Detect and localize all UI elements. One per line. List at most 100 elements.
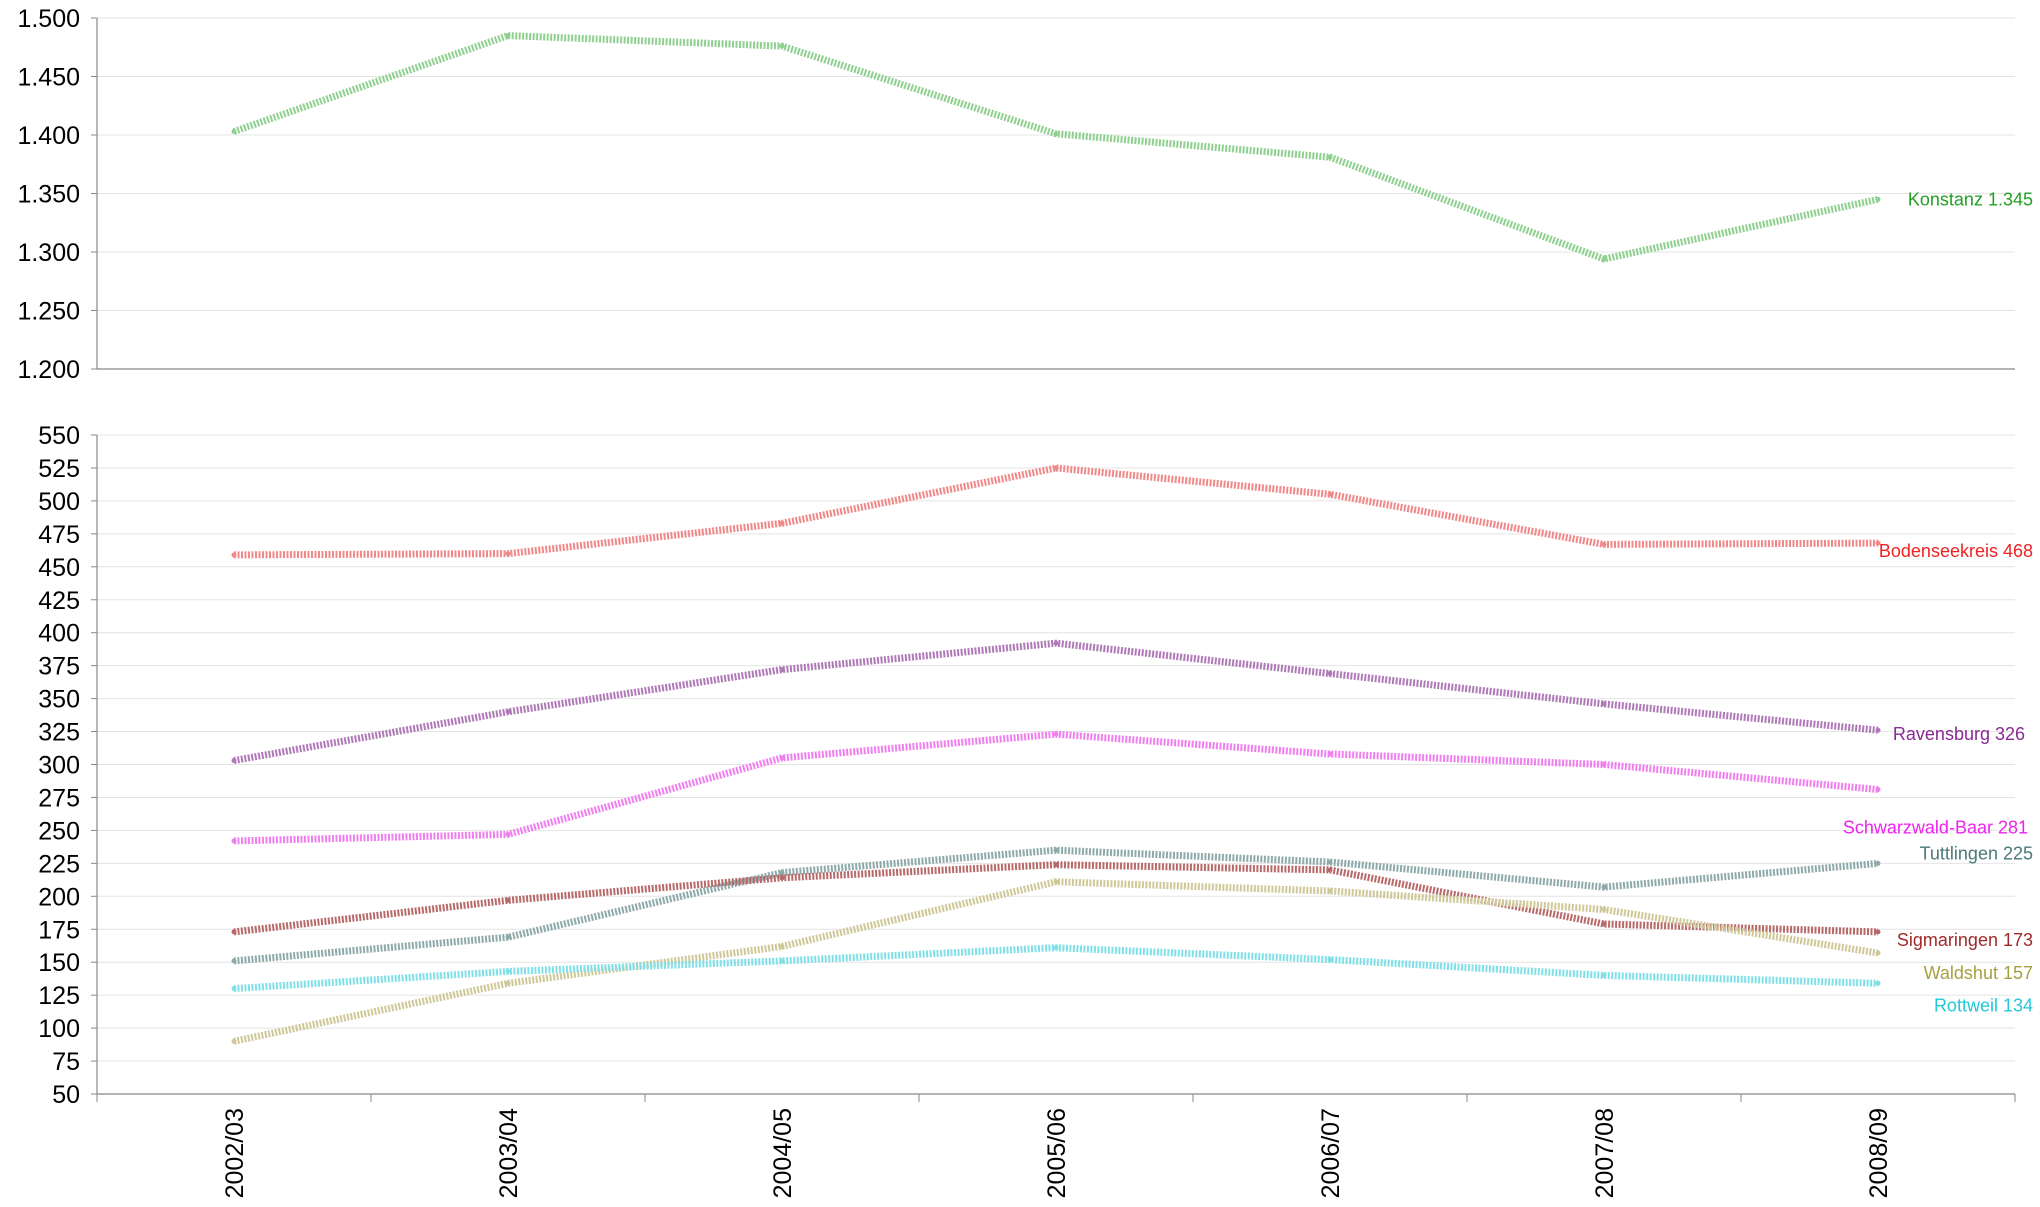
y-tick-label: 300 bbox=[38, 752, 80, 780]
x-tick-label: 2008/09 bbox=[1865, 1108, 1893, 1198]
data-point-sigmaringen-6 bbox=[1875, 929, 1881, 935]
data-point-rottweil-3 bbox=[1053, 945, 1059, 951]
data-point-schwarzwald-baar-4 bbox=[1327, 751, 1333, 757]
series-line-rottweil bbox=[233, 944, 1879, 993]
series-line-ravensburg bbox=[233, 639, 1879, 764]
y-tick-label: 325 bbox=[38, 719, 80, 747]
data-point-rottweil-0 bbox=[231, 986, 237, 992]
y-tick-label: 50 bbox=[52, 1081, 80, 1109]
y-tick-label: 425 bbox=[38, 587, 80, 615]
data-point-rottweil-5 bbox=[1601, 972, 1607, 978]
data-point-waldshut-0 bbox=[231, 1038, 237, 1044]
data-point-schwarzwald-baar-6 bbox=[1875, 787, 1881, 793]
data-point-waldshut-4 bbox=[1327, 888, 1333, 894]
data-point-sigmaringen-4 bbox=[1327, 867, 1333, 873]
y-tick-label: 1.250 bbox=[17, 298, 80, 326]
data-point-schwarzwald-baar-1 bbox=[505, 831, 511, 837]
series-end-label-bodenseekreis: Bodenseekreis 468 bbox=[1879, 541, 2033, 561]
y-tick-label: 400 bbox=[38, 620, 80, 648]
y-tick-label: 1.200 bbox=[17, 356, 80, 384]
y-tick-label: 250 bbox=[38, 817, 80, 845]
data-point-sigmaringen-0 bbox=[231, 929, 237, 935]
data-point-tuttlingen-4 bbox=[1327, 859, 1333, 865]
x-tick-label: 2006/07 bbox=[1317, 1108, 1345, 1198]
chart-panel-1: 1.200 1.250 1.300 1.350 1.400 1.450 1.500 bbox=[17, 5, 2015, 384]
y-tick-label: 225 bbox=[38, 850, 80, 878]
y-tick-label: 75 bbox=[52, 1048, 80, 1076]
y-tick-label: 450 bbox=[38, 554, 80, 582]
x-tick-label: 2003/04 bbox=[495, 1108, 523, 1198]
series-end-label-konstanz: Konstanz 1.345 bbox=[1908, 189, 2033, 209]
data-point-ravensburg-4 bbox=[1327, 671, 1333, 677]
series-end-label-schwarzwald-baar: Schwarzwald-Baar 281 bbox=[1843, 818, 2028, 838]
y-tick-label: 1.400 bbox=[17, 122, 80, 150]
y-tick-label: 350 bbox=[38, 686, 80, 714]
y-tick-label: 200 bbox=[38, 883, 80, 911]
data-point-tuttlingen-6 bbox=[1875, 860, 1881, 866]
data-point-ravensburg-0 bbox=[231, 758, 237, 764]
data-point-rottweil-1 bbox=[505, 968, 511, 974]
data-point-konstanz-3 bbox=[1053, 131, 1059, 137]
y-tick-label: 375 bbox=[38, 653, 80, 681]
data-point-ravensburg-5 bbox=[1601, 701, 1607, 707]
series-end-label-ravensburg: Ravensburg 326 bbox=[1893, 724, 2025, 744]
data-point-ravensburg-1 bbox=[505, 709, 511, 715]
data-point-bodenseekreis-1 bbox=[505, 551, 511, 557]
series-line-sigmaringen bbox=[233, 861, 1879, 936]
data-point-tuttlingen-0 bbox=[231, 958, 237, 964]
data-point-ravensburg-2 bbox=[779, 667, 785, 673]
series-end-label-sigmaringen: Sigmaringen 173 bbox=[1897, 930, 2033, 950]
data-point-sigmaringen-1 bbox=[505, 897, 511, 903]
y-tick-label: 275 bbox=[38, 784, 80, 812]
data-point-schwarzwald-baar-0 bbox=[231, 838, 237, 844]
data-point-konstanz-1 bbox=[505, 33, 511, 39]
data-point-rottweil-2 bbox=[779, 958, 785, 964]
data-point-waldshut-5 bbox=[1601, 906, 1607, 912]
series-line-bodenseekreis bbox=[233, 464, 1879, 559]
chart-panel-2: 50 75 100 125 150 175 200 225 250 275 300 325 350 375… bbox=[38, 422, 2016, 1198]
data-point-waldshut-3 bbox=[1053, 879, 1059, 885]
data-point-konstanz-2 bbox=[779, 43, 785, 49]
data-point-konstanz-5 bbox=[1601, 256, 1607, 262]
series-line-schwarzwald-baar bbox=[233, 730, 1879, 845]
data-point-tuttlingen-3 bbox=[1053, 847, 1059, 853]
data-point-bodenseekreis-0 bbox=[231, 552, 237, 558]
data-point-bodenseekreis-6 bbox=[1875, 540, 1881, 546]
data-point-schwarzwald-baar-5 bbox=[1601, 762, 1607, 767]
data-point-schwarzwald-baar-2 bbox=[779, 755, 785, 761]
data-point-bodenseekreis-3 bbox=[1053, 465, 1059, 471]
data-point-konstanz-6 bbox=[1875, 196, 1881, 202]
x-tick-label: 2007/08 bbox=[1591, 1108, 1619, 1198]
data-point-sigmaringen-3 bbox=[1053, 862, 1059, 868]
x-tick-label: 2004/05 bbox=[769, 1108, 797, 1198]
data-point-rottweil-4 bbox=[1327, 957, 1333, 963]
y-tick-label: 1.300 bbox=[17, 239, 80, 267]
data-point-tuttlingen-1 bbox=[505, 934, 511, 940]
y-tick-label: 1.350 bbox=[17, 181, 80, 209]
data-point-rottweil-6 bbox=[1875, 980, 1881, 986]
y-tick-label: 150 bbox=[38, 949, 80, 977]
series-end-label-rottweil: Rottweil 134 bbox=[1934, 995, 2033, 1015]
y-tick-label: 125 bbox=[38, 982, 80, 1010]
x-tick-label: 2002/03 bbox=[221, 1108, 249, 1198]
y-tick-label: 100 bbox=[38, 1015, 80, 1043]
data-point-bodenseekreis-2 bbox=[779, 520, 785, 526]
y-tick-label: 1.450 bbox=[17, 64, 80, 92]
data-point-konstanz-4 bbox=[1327, 154, 1333, 160]
y-tick-label: 525 bbox=[38, 455, 80, 483]
data-point-waldshut-6 bbox=[1875, 950, 1881, 956]
series-end-label-waldshut: Waldshut 157 bbox=[1924, 963, 2033, 983]
y-tick-label: 550 bbox=[38, 422, 80, 450]
data-point-tuttlingen-2 bbox=[779, 870, 785, 876]
data-point-waldshut-1 bbox=[505, 980, 511, 986]
data-point-sigmaringen-5 bbox=[1601, 921, 1607, 927]
data-point-ravensburg-6 bbox=[1875, 727, 1881, 733]
data-point-tuttlingen-5 bbox=[1601, 884, 1607, 890]
data-point-schwarzwald-baar-3 bbox=[1053, 731, 1059, 737]
data-point-ravensburg-3 bbox=[1053, 640, 1059, 646]
y-tick-label: 475 bbox=[38, 521, 80, 549]
series-line-konstanz bbox=[232, 32, 1879, 263]
data-point-konstanz-0 bbox=[231, 128, 237, 134]
x-tick-label: 2005/06 bbox=[1043, 1108, 1071, 1198]
